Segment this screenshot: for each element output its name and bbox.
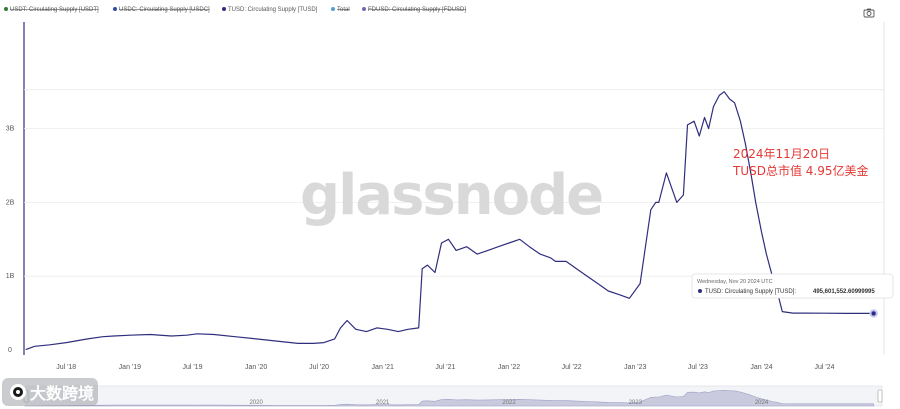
legend-marker (362, 7, 366, 11)
navigator-handle-right[interactable] (877, 389, 883, 403)
y-tick-label: 2B (6, 199, 15, 206)
navigator-label: 2022 (502, 400, 516, 406)
tooltip-series-marker (698, 289, 702, 293)
brand-backdrop (2, 378, 98, 406)
tooltip: Wednesday, Nov 20 2024 UTC TUSD: Circula… (691, 273, 894, 299)
brand-overlay: 大数跨境 (2, 378, 98, 406)
navigator-labels: 2020 2021 2022 2023 2024 (249, 400, 768, 406)
hover-point[interactable] (869, 309, 878, 318)
navigator-label: 2021 (376, 400, 390, 406)
legend-item-3[interactable]: Total (331, 7, 350, 13)
legend-item-1[interactable]: USDC: Circulating Supply [USDC] (113, 7, 210, 13)
watermark: glassnode (300, 163, 602, 228)
legend-marker (113, 7, 117, 11)
tooltip-box (691, 273, 894, 299)
y-axis-ticks: 0 1B 2B 3B (6, 126, 15, 354)
navigator-series (24, 389, 874, 407)
x-tick-label: Jul '21 (435, 364, 455, 371)
series-line (25, 91, 874, 351)
x-tick-label: Jan '23 (624, 364, 646, 371)
x-tick-label: Jan '20 (245, 364, 267, 371)
legend-label: Total (337, 7, 350, 13)
legend-item-0[interactable]: USDT: Circulating Supply [USDT] (4, 7, 99, 13)
brand-text: 大数跨境 (30, 384, 94, 403)
y-tick-label: 3B (6, 126, 15, 133)
tooltip-date: Wednesday, Nov 20 2024 UTC (697, 279, 773, 285)
y-tick-label: 1B (6, 273, 15, 280)
legend-label: USDC: Circulating Supply [USDC] (119, 7, 210, 13)
x-tick-label: Jul '20 (309, 364, 329, 371)
legend-marker (222, 7, 226, 11)
navigator[interactable]: 2020 2021 2022 2023 2024 (23, 385, 883, 407)
legend-marker (331, 7, 335, 11)
navigator-label: 2023 (629, 400, 643, 406)
x-tick-label: Jul '24 (814, 364, 834, 371)
annotation-value: TUSD总市值 4.95亿美金 (732, 163, 869, 178)
legend-item-2[interactable]: TUSD: Circulating Supply [TUSD] (222, 7, 318, 13)
x-tick-label: Jan '19 (119, 364, 141, 371)
camera-icon[interactable] (863, 8, 875, 18)
x-tick-label: Jul '22 (562, 364, 582, 371)
legend-label: FDUSD: Circulating Supply [FDUSD] (368, 7, 466, 13)
navigator-label: 2020 (249, 400, 263, 406)
brand-logo-icon (10, 384, 26, 400)
x-tick-label: Jul '23 (688, 364, 708, 371)
x-tick-label: Jul '19 (182, 364, 202, 371)
x-tick-label: Jan '22 (498, 364, 520, 371)
tooltip-series-label: TUSD: Circulating Supply [TUSD]: (705, 289, 796, 295)
x-tick-label: Jan '21 (372, 364, 394, 371)
x-axis-ticks: Jul '18 Jan '19 Jul '19 Jan '20 Jul '20 Jan '… (56, 364, 834, 371)
legend-marker (4, 7, 8, 11)
legend-label: TUSD: Circulating Supply [TUSD] (228, 7, 318, 13)
legend-item-4[interactable]: FDUSD: Circulating Supply [FDUSD] (362, 7, 466, 13)
annotation-date: 2024年11月20日 (733, 147, 830, 161)
x-tick-label: Jul '18 (56, 364, 76, 371)
x-tick-label: Jan '24 (750, 364, 772, 371)
navigator-label: 2024 (755, 400, 769, 406)
legend[interactable]: USDT: Circulating Supply [USDT] USDC: Cir… (4, 7, 466, 13)
legend-label: USDT: Circulating Supply [USDT] (10, 7, 99, 13)
y-tick-label: 0 (8, 347, 12, 354)
series-layer (25, 91, 874, 351)
tooltip-value: 495,601,552.60999995 (813, 289, 875, 295)
